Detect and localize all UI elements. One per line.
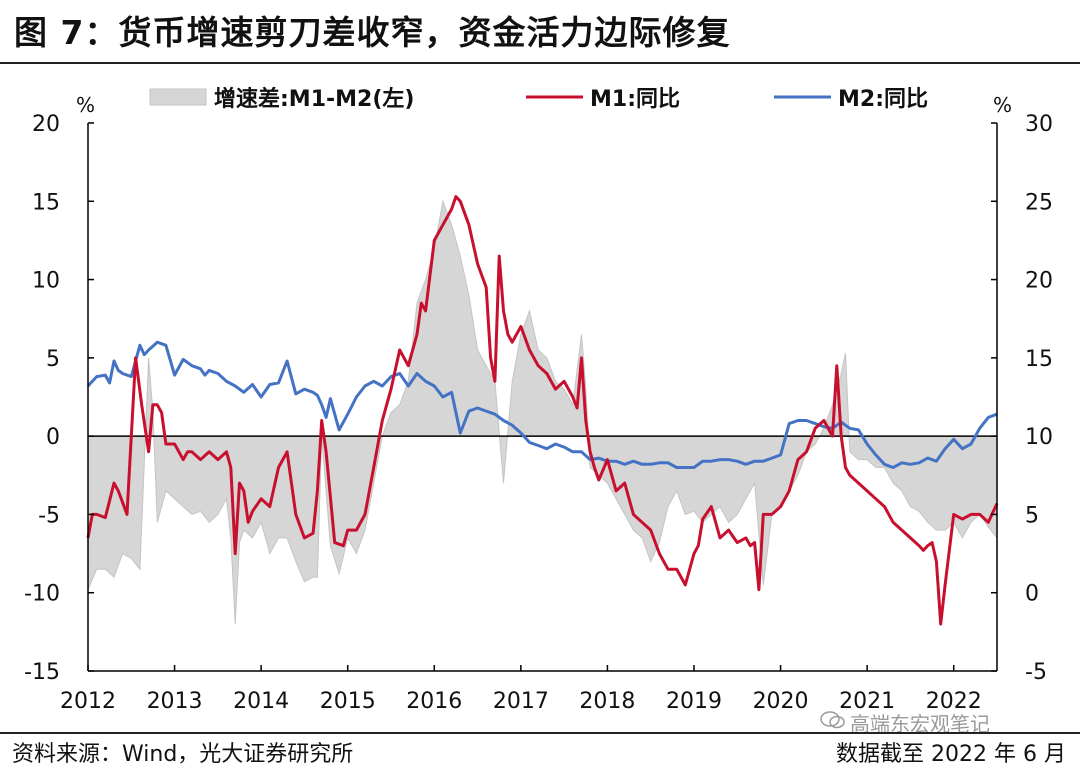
- source-note: 资料来源：Wind，光大证券研究所: [12, 742, 354, 767]
- x-tick-label: 2016: [406, 689, 462, 714]
- x-tick-label: 2014: [233, 689, 289, 714]
- left-axis-unit: %: [76, 93, 95, 117]
- figure-title: 图 7：货币增速剪刀差收窄，资金活力边际修复: [14, 13, 731, 52]
- right-tick-label: -5: [1025, 660, 1047, 685]
- legend-swatch-gap: [149, 88, 207, 106]
- left-tick-label: 20: [32, 112, 60, 137]
- x-tick-label: 2012: [60, 689, 116, 714]
- left-tick-label: 15: [32, 190, 60, 215]
- left-tick-label: 0: [46, 425, 60, 450]
- left-tick-label: -5: [38, 503, 60, 528]
- left-tick-label: 5: [46, 347, 60, 372]
- right-tick-label: 20: [1025, 269, 1053, 294]
- x-tick-label: 2017: [493, 689, 549, 714]
- x-tick-label: 2015: [320, 689, 376, 714]
- left-tick-label: 10: [32, 269, 60, 294]
- x-tick-label: 2021: [839, 689, 895, 714]
- left-tick-label: -15: [24, 660, 60, 685]
- right-tick-label: 5: [1025, 503, 1039, 528]
- date-note: 数据截至 2022 年 6 月: [836, 742, 1066, 767]
- title-rule: [0, 62, 1080, 64]
- series-line-m1: [86, 195, 999, 626]
- right-axis-unit: %: [993, 93, 1012, 117]
- legend-label-m1: M1:同比: [590, 87, 680, 112]
- legend: 增速差:M1-M2(左) M1:同比 M2:同比: [149, 86, 928, 112]
- chart: 增速差:M1-M2(左) M1:同比 M2:同比 % % 20151050-5-…: [24, 86, 1053, 714]
- legend-label-m2: M2:同比: [838, 87, 928, 112]
- right-tick-label: 10: [1025, 425, 1053, 450]
- legend-label-gap: 增速差:M1-M2(左): [214, 86, 414, 112]
- right-tick-label: 30: [1025, 112, 1053, 137]
- right-tick-label: 25: [1025, 190, 1053, 215]
- series-area-gap: [87, 199, 998, 625]
- x-tick-label: 2013: [147, 689, 203, 714]
- footer-rule: [0, 732, 1080, 734]
- series-line-m2: [86, 340, 998, 469]
- x-tick-label: 2018: [579, 689, 635, 714]
- wechat-icon: [820, 710, 846, 735]
- x-tick-label: 2022: [926, 689, 982, 714]
- right-tick-label: 0: [1025, 582, 1039, 607]
- left-tick-label: -10: [24, 582, 60, 607]
- x-tick-label: 2020: [753, 689, 809, 714]
- right-tick-label: 15: [1025, 347, 1053, 372]
- x-tick-label: 2019: [666, 689, 722, 714]
